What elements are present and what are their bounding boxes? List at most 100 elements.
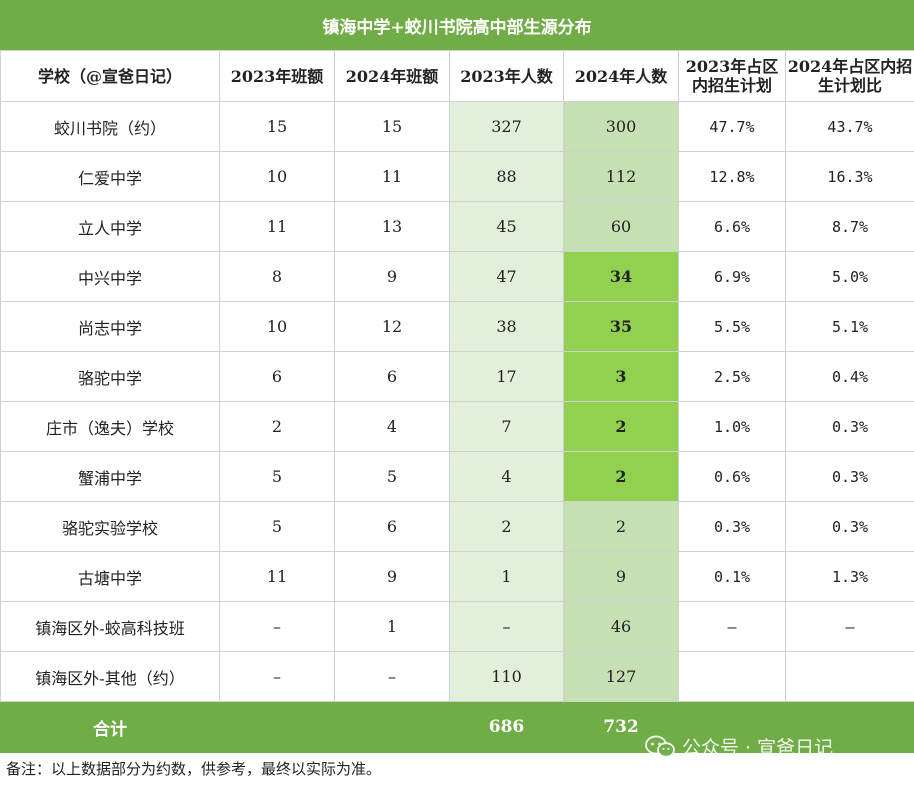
- total-students-2023: 686: [449, 701, 564, 753]
- school-cell: 蟹浦中学: [0, 451, 220, 502]
- students-2023-cell: 1: [449, 551, 564, 602]
- students-2023-cell: 327: [449, 101, 564, 152]
- students-2023-cell: 47: [449, 251, 564, 302]
- share-2024-cell: [785, 651, 914, 702]
- total-students-2024: 732: [563, 701, 679, 753]
- classes-2023-cell: 8: [219, 251, 335, 302]
- students-2024-cell: 300: [563, 101, 679, 152]
- classes-2024-cell: 5: [334, 451, 450, 502]
- header-share-2023: 2023年占区内招生计划: [678, 50, 786, 102]
- classes-2023-cell: 6: [219, 351, 335, 402]
- table-row: 中兴中学 8 9 47 34 6.9% 5.0%: [0, 251, 914, 302]
- students-2023-cell: 110: [449, 651, 564, 702]
- share-2023-cell: 47.7%: [678, 101, 786, 152]
- share-2023-cell: 0.6%: [678, 451, 786, 502]
- classes-2024-cell: 4: [334, 401, 450, 452]
- classes-2024-cell: 9: [334, 251, 450, 302]
- share-2024-cell: 5.1%: [785, 301, 914, 352]
- share-2024-cell: 0.4%: [785, 351, 914, 402]
- table-title: 镇海中学+蛟川书院高中部生源分布: [0, 0, 914, 50]
- footnote: 备注：以上数据部分为约数，供参考，最终以实际为准。: [6, 760, 382, 778]
- students-2023-cell: 38: [449, 301, 564, 352]
- share-2024-cell: 8.7%: [785, 201, 914, 252]
- students-2024-cell: 9: [563, 551, 679, 602]
- classes-2023-cell: 5: [219, 451, 335, 502]
- classes-2024-cell: –: [334, 651, 450, 702]
- classes-2024-cell: 11: [334, 151, 450, 202]
- school-cell: 骆驼实验学校: [0, 501, 220, 552]
- share-2023-cell: –: [678, 601, 786, 652]
- table-row: 骆驼实验学校 5 6 2 2 0.3% 0.3%: [0, 501, 914, 552]
- classes-2024-cell: 6: [334, 351, 450, 402]
- classes-2023-cell: 11: [219, 201, 335, 252]
- classes-2024-cell: 9: [334, 551, 450, 602]
- share-2023-cell: 6.6%: [678, 201, 786, 252]
- watermark: 公众号 · 宣爸日记: [645, 733, 833, 760]
- students-2023-cell: 45: [449, 201, 564, 252]
- table-row: 蛟川书院（约） 15 15 327 300 47.7% 43.7%: [0, 101, 914, 152]
- header-classes-2023: 2023年班额: [219, 50, 335, 102]
- share-2023-cell: 1.0%: [678, 401, 786, 452]
- header-row: 学校（@宣爸日记） 2023年班额 2024年班额 2023年人数 2024年人…: [0, 50, 914, 102]
- table-row: 仁爱中学 10 11 88 112 12.8% 16.3%: [0, 151, 914, 202]
- students-2024-cell: 34: [563, 251, 679, 302]
- students-2024-cell: 2: [563, 401, 679, 452]
- students-2023-cell: 17: [449, 351, 564, 402]
- classes-2024-cell: 6: [334, 501, 450, 552]
- table-row: 立人中学 11 13 45 60 6.6% 8.7%: [0, 201, 914, 252]
- school-cell: 镇海区外-蛟高科技班: [0, 601, 220, 652]
- share-2024-cell: 0.3%: [785, 401, 914, 452]
- total-row: 合计 686 732: [0, 701, 914, 753]
- classes-2024-cell: 12: [334, 301, 450, 352]
- share-2024-cell: 0.3%: [785, 451, 914, 502]
- students-2023-cell: 7: [449, 401, 564, 452]
- students-2023-cell: 2: [449, 501, 564, 552]
- school-cell: 古塘中学: [0, 551, 220, 602]
- students-2024-cell: 2: [563, 501, 679, 552]
- classes-2023-cell: 10: [219, 301, 335, 352]
- share-2023-cell: 5.5%: [678, 301, 786, 352]
- classes-2023-cell: 2: [219, 401, 335, 452]
- table-row: 古塘中学 11 9 1 9 0.1% 1.3%: [0, 551, 914, 602]
- share-2023-cell: 2.5%: [678, 351, 786, 402]
- students-2024-cell: 112: [563, 151, 679, 202]
- students-2024-cell: 46: [563, 601, 679, 652]
- share-2023-cell: 6.9%: [678, 251, 786, 302]
- share-2023-cell: [678, 651, 786, 702]
- students-2023-cell: –: [449, 601, 564, 652]
- header-students-2024: 2024年人数: [563, 50, 679, 102]
- students-2023-cell: 88: [449, 151, 564, 202]
- school-cell: 蛟川书院（约）: [0, 101, 220, 152]
- enrollment-table: 学校（@宣爸日记） 2023年班额 2024年班额 2023年人数 2024年人…: [0, 50, 914, 753]
- table-row: 镇海区外-其他（约） – –110 127: [0, 651, 914, 702]
- table-row: 镇海区外-蛟高科技班 –1–46– –: [0, 601, 914, 652]
- students-2024-cell: 60: [563, 201, 679, 252]
- table-row: 蟹浦中学 5 5 4 2 0.6% 0.3%: [0, 451, 914, 502]
- share-2024-cell: –: [785, 601, 914, 652]
- classes-2023-cell: 11: [219, 551, 335, 602]
- table-row: 尚志中学 10 12 38 35 5.5% 5.1%: [0, 301, 914, 352]
- school-cell: 中兴中学: [0, 251, 220, 302]
- classes-2024-cell: 15: [334, 101, 450, 152]
- classes-2024-cell: 13: [334, 201, 450, 252]
- total-classes-2024: [334, 701, 450, 753]
- school-cell: 尚志中学: [0, 301, 220, 352]
- share-2024-cell: 5.0%: [785, 251, 914, 302]
- students-2024-cell: 2: [563, 451, 679, 502]
- header-share-2024: 2024年占区内招生计划比: [785, 50, 914, 102]
- table-row: 骆驼中学 6 6 17 3 2.5% 0.4%: [0, 351, 914, 402]
- school-cell: 仁爱中学: [0, 151, 220, 202]
- classes-2023-cell: –: [219, 601, 335, 652]
- school-cell: 骆驼中学: [0, 351, 220, 402]
- school-cell: 立人中学: [0, 201, 220, 252]
- classes-2023-cell: –: [219, 651, 335, 702]
- wechat-icon: [645, 735, 675, 758]
- header-school: 学校（@宣爸日记）: [0, 50, 220, 102]
- students-2024-cell: 35: [563, 301, 679, 352]
- header-classes-2024: 2024年班额: [334, 50, 450, 102]
- share-2024-cell: 1.3%: [785, 551, 914, 602]
- school-cell: 镇海区外-其他（约）: [0, 651, 220, 702]
- classes-2023-cell: 10: [219, 151, 335, 202]
- students-2024-cell: 127: [563, 651, 679, 702]
- share-2023-cell: 12.8%: [678, 151, 786, 202]
